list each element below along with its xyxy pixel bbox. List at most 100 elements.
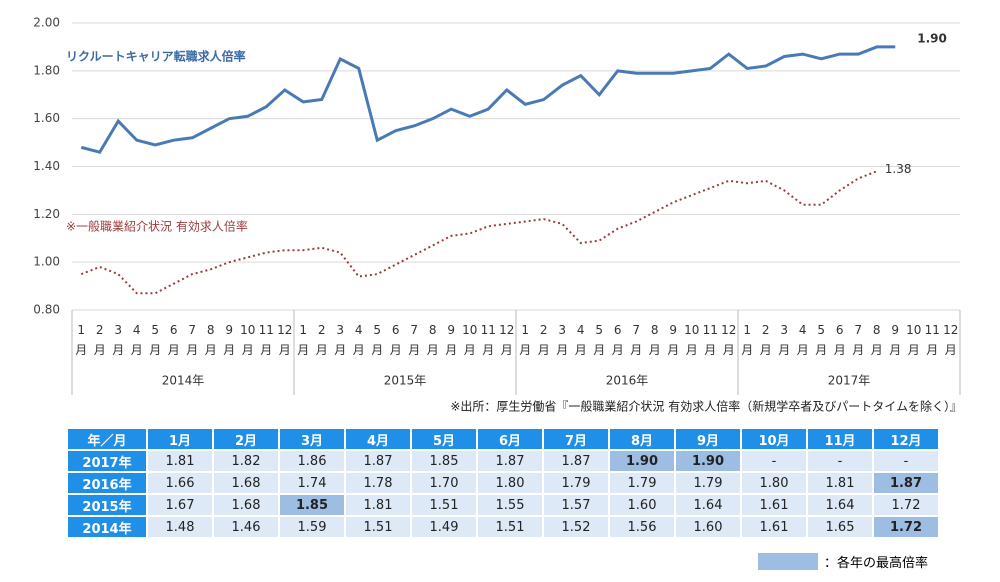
data-cell: 1.61 bbox=[740, 515, 808, 539]
series-name: リクルートキャリア転職求人倍率 bbox=[66, 49, 246, 64]
y-tick-label: 1.80 bbox=[33, 63, 60, 77]
header-cell: 年／月 bbox=[66, 427, 148, 451]
data-cell: 1.64 bbox=[674, 493, 742, 517]
row-header: 2016年 bbox=[66, 471, 148, 495]
data-cell: 1.51 bbox=[410, 493, 478, 517]
data-cell: 1.87 bbox=[476, 449, 544, 473]
x-tick-label: 12 月 bbox=[277, 323, 292, 357]
series-name: ※一般職業紹介状況 有効求人倍率 bbox=[66, 219, 248, 234]
data-cell: 1.56 bbox=[608, 515, 676, 539]
x-tick-label: 12 月 bbox=[721, 323, 736, 357]
header-cell: 8月 bbox=[608, 427, 676, 451]
data-cell: 1.79 bbox=[674, 471, 742, 495]
data-cell: 1.81 bbox=[344, 493, 412, 517]
x-tick-label: 11 月 bbox=[703, 323, 718, 357]
data-cell: 1.79 bbox=[542, 471, 610, 495]
data-cell: 1.81 bbox=[146, 449, 214, 473]
header-cell: 9月 bbox=[674, 427, 742, 451]
data-cell: 1.72 bbox=[872, 515, 940, 539]
x-tick-label: 10 月 bbox=[240, 323, 255, 357]
data-cell: - bbox=[740, 449, 808, 473]
data-cell: - bbox=[872, 449, 940, 473]
table-legend: ：各年の最高倍率 bbox=[758, 552, 928, 571]
chart: 0.801.001.201.401.601.802.001 月2 月3 月4 月5 月6 月… bbox=[33, 16, 962, 414]
table-row: 2015年 1.67 1.68 1.85 1.81 1.51 1.55 1.57 1.60 1.6… bbox=[66, 493, 940, 517]
data-cell: 1.59 bbox=[278, 515, 346, 539]
data-cell: 1.79 bbox=[608, 471, 676, 495]
data-cell: 1.66 bbox=[146, 471, 214, 495]
header-cell: 2月 bbox=[212, 427, 280, 451]
x-tick-label: 10 月 bbox=[462, 323, 477, 357]
data-cell: 1.55 bbox=[476, 493, 544, 517]
legend-text: ：各年の最高倍率 bbox=[824, 556, 929, 571]
data-cell: 1.70 bbox=[410, 471, 478, 495]
data-cell: 1.87 bbox=[542, 449, 610, 473]
header-cell: 11月 bbox=[806, 427, 874, 451]
series-line bbox=[80, 45, 896, 154]
data-label: 1.38 bbox=[885, 162, 912, 176]
x-tick-label: 10 月 bbox=[684, 323, 699, 357]
data-cell: 1.80 bbox=[476, 471, 544, 495]
data-cell: 1.60 bbox=[608, 493, 676, 517]
data-cell: 1.78 bbox=[344, 471, 412, 495]
data-label: 1.90 bbox=[917, 31, 947, 45]
data-cell: 1.61 bbox=[740, 493, 808, 517]
y-tick-label: 0.80 bbox=[33, 303, 60, 317]
y-tick-label: 1.00 bbox=[33, 255, 60, 269]
x-tick-label: 11 月 bbox=[259, 323, 274, 357]
x-tick-label: 12 月 bbox=[499, 323, 514, 357]
data-cell: 1.52 bbox=[542, 515, 610, 539]
table-row: 2017年 1.81 1.82 1.86 1.87 1.85 1.87 1.87 1.90 1.9… bbox=[66, 449, 940, 473]
y-tick-label: 1.20 bbox=[33, 207, 60, 221]
header-cell: 5月 bbox=[410, 427, 478, 451]
header-cell: 12月 bbox=[872, 427, 940, 451]
data-cell: 1.90 bbox=[608, 449, 676, 473]
header-cell: 1月 bbox=[146, 427, 214, 451]
group-label: 2016年 bbox=[606, 374, 649, 388]
table-row: 2014年 1.48 1.46 1.59 1.51 1.49 1.51 1.52 1.56 1.6… bbox=[66, 515, 940, 539]
table-row: 2016年 1.66 1.68 1.74 1.78 1.70 1.80 1.79 1.79 1.7… bbox=[66, 471, 940, 495]
data-cell: 1.51 bbox=[476, 515, 544, 539]
data-cell: 1.85 bbox=[410, 449, 478, 473]
data-cell: 1.85 bbox=[278, 493, 346, 517]
group-label: 2014年 bbox=[162, 374, 205, 388]
y-tick-label: 1.60 bbox=[33, 111, 60, 125]
data-cell: 1.72 bbox=[872, 493, 940, 517]
data-cell: 1.86 bbox=[278, 449, 346, 473]
data-cell: 1.74 bbox=[278, 471, 346, 495]
data-cell: 1.90 bbox=[674, 449, 742, 473]
x-tick-label: 11 月 bbox=[481, 323, 496, 357]
data-cell: 1.65 bbox=[806, 515, 874, 539]
header-row: 年／月 1月 2月 3月 4月 5月 6月 7月 8月 9月 10月 11月 12月 bbox=[66, 427, 940, 451]
header-cell: 10月 bbox=[740, 427, 808, 451]
header-cell: 3月 bbox=[278, 427, 346, 451]
data-cell: 1.67 bbox=[146, 493, 214, 517]
